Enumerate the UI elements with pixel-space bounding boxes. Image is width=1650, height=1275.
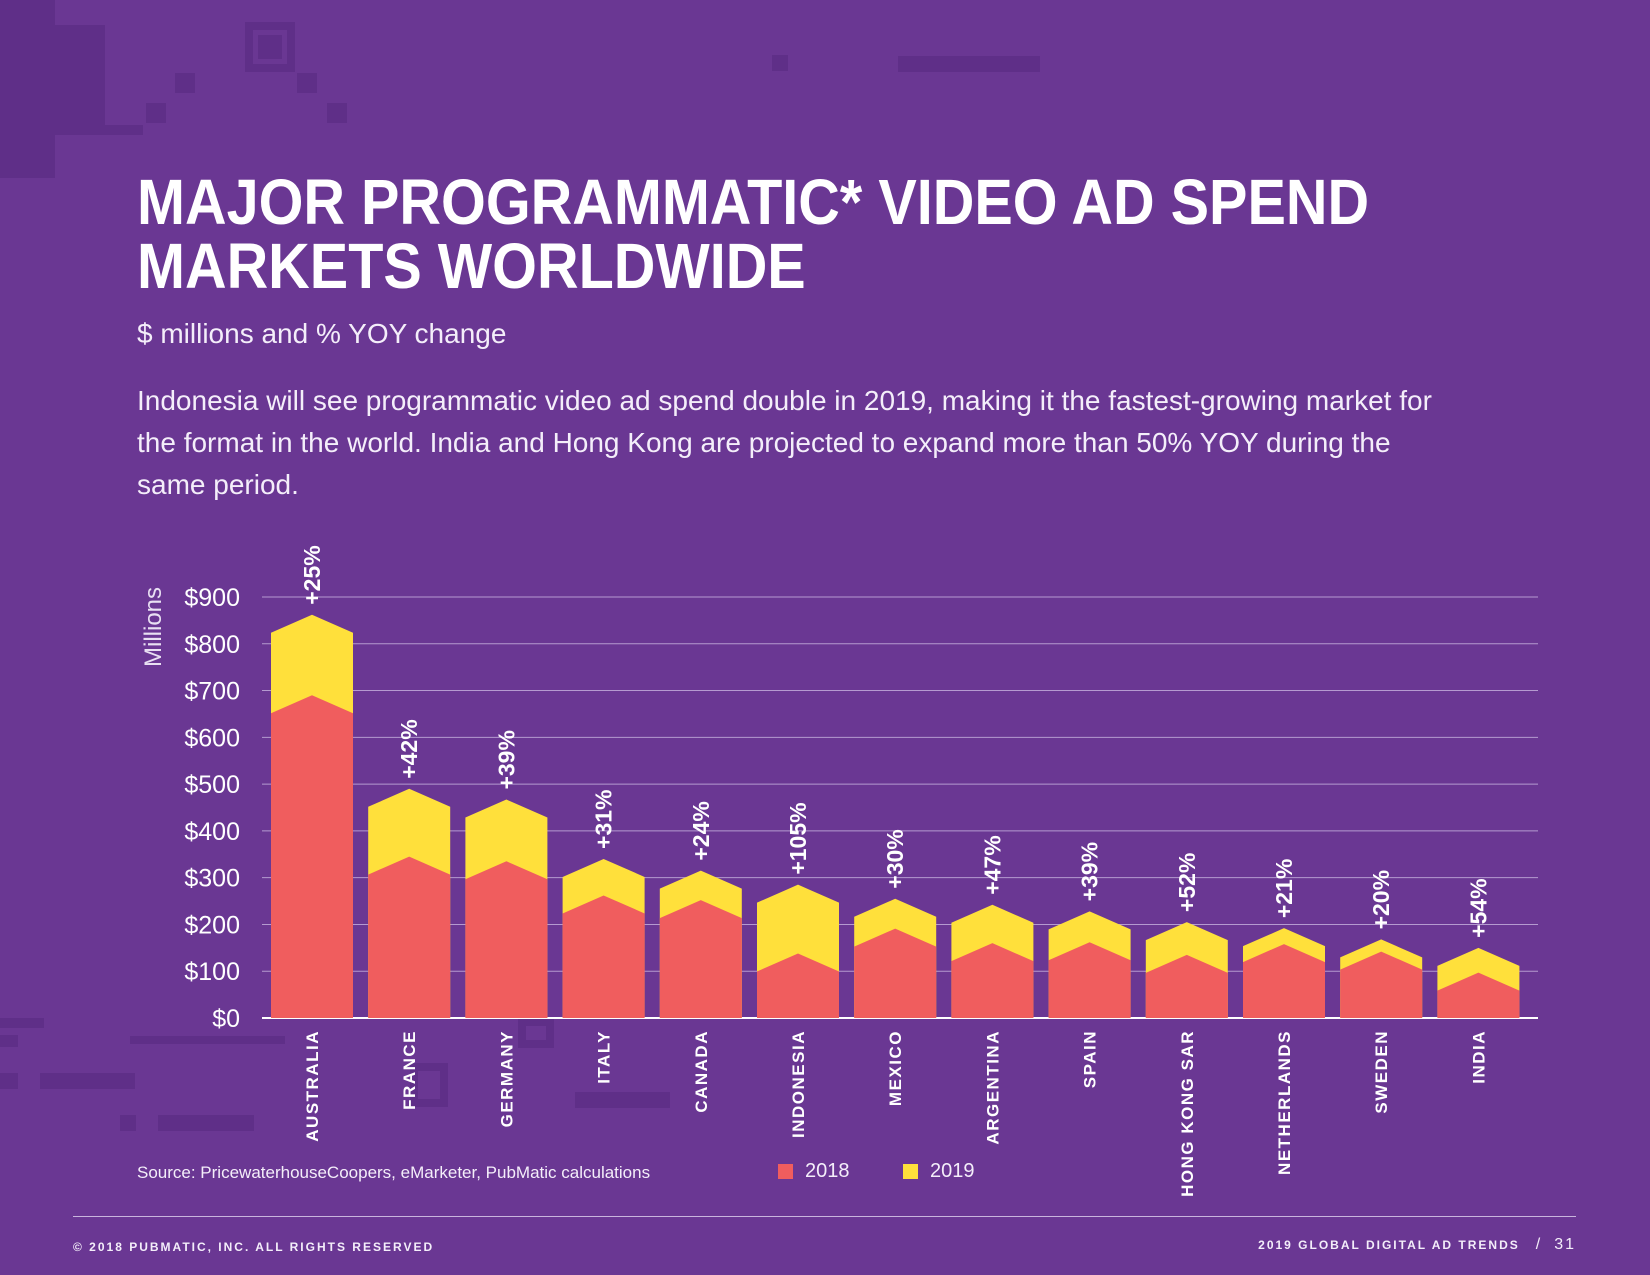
page-number: 31 (1554, 1236, 1576, 1253)
background-decoration (175, 73, 195, 93)
data-label: +25% (299, 545, 325, 604)
bar-2018 (271, 695, 353, 1018)
bar-2018 (1048, 942, 1131, 1018)
chart-title-line: MAJOR PROGRAMMATIC* VIDEO AD SPEND (137, 166, 1370, 238)
background-decoration (0, 0, 55, 178)
data-label: +39% (493, 730, 519, 789)
legend-item-2018: 2018 (778, 1160, 850, 1183)
background-decoration (258, 35, 282, 59)
footer-right: 2019 GLOBAL DIGITAL AD TRENDS / 31 (1258, 1236, 1576, 1254)
chart-title-line: MARKETS WORLDWIDE (137, 230, 806, 302)
x-tick-label: ITALY (595, 1030, 614, 1084)
y-tick-label: $800 (184, 631, 240, 659)
legend-item-2019: 2019 (903, 1160, 975, 1183)
data-label: +105% (785, 802, 811, 874)
labels: $0 $100 $200 $300 $400 $500 $600 $700 $800 $900 Mi… (140, 545, 1491, 1197)
bar-2018 (562, 895, 645, 1018)
data-label: +52% (1174, 853, 1200, 912)
x-tick-label: HONG KONG SAR (1178, 1030, 1197, 1197)
background-decoration (0, 1018, 44, 1028)
y-axis-label: Millions (140, 587, 167, 667)
y-tick-label: $0 (212, 1005, 240, 1033)
background-decoration (55, 125, 143, 135)
y-tick-label: $600 (184, 724, 240, 752)
y-tick-label: $100 (184, 958, 240, 986)
x-tick-label: ARGENTINA (983, 1030, 1002, 1145)
background-decoration (245, 22, 295, 72)
bar-2018 (659, 900, 742, 1018)
bar-2018 (854, 928, 937, 1018)
background-decoration (297, 73, 317, 93)
x-tick-label: INDIA (1469, 1030, 1488, 1084)
data-label: +21% (1271, 859, 1297, 918)
bar-2018 (1243, 944, 1325, 1018)
y-tick-label: $700 (184, 678, 240, 706)
footer-divider (73, 1216, 1576, 1217)
data-label: +54% (1465, 878, 1491, 937)
chart-subtitle: $ millions and % YOY change (137, 318, 507, 349)
y-tick-label: $400 (184, 818, 240, 846)
x-tick-label: FRANCE (400, 1030, 419, 1110)
x-tick-label: INDONESIA (789, 1030, 808, 1138)
background-decoration (158, 1115, 254, 1131)
document-title: 2019 GLOBAL DIGITAL AD TRENDS (1258, 1238, 1520, 1252)
y-tick-label: $900 (184, 584, 240, 612)
background-decoration (0, 1073, 18, 1089)
legend-swatch-2018 (778, 1164, 793, 1179)
data-label: +20% (1368, 870, 1394, 929)
background-decoration (0, 1035, 18, 1047)
background-decoration (146, 103, 166, 123)
bar-2018 (465, 861, 548, 1018)
bar-2018 (951, 943, 1034, 1018)
background-decoration (120, 1115, 136, 1131)
background-decoration (898, 56, 1040, 72)
x-tick-label: SWEDEN (1372, 1030, 1391, 1114)
background-decoration (130, 1036, 285, 1044)
source-note: Source: PricewaterhouseCoopers, eMarkete… (137, 1163, 651, 1182)
background-decoration (55, 25, 105, 135)
y-tick-label: $200 (184, 911, 240, 939)
legend-swatch-2019 (903, 1164, 918, 1179)
data-label: +39% (1077, 842, 1103, 901)
background-decoration (772, 55, 788, 71)
y-tick-label: $500 (184, 771, 240, 799)
bar-2018 (1437, 972, 1520, 1018)
data-label: +42% (396, 719, 422, 778)
bar-2018 (1145, 954, 1228, 1018)
data-label: +24% (688, 801, 714, 860)
chart-description: Indonesia will see programmatic video ad… (137, 385, 1432, 500)
background-decoration (327, 103, 347, 123)
x-tick-label: NETHERLANDS (1275, 1030, 1294, 1175)
background-decoration (40, 1073, 135, 1089)
background-decoration (518, 1018, 554, 1048)
y-tick-label: $300 (184, 865, 240, 893)
background-decoration (410, 1063, 448, 1107)
chart-title: MAJOR PROGRAMMATIC* VIDEO AD SPEND MARKE… (137, 170, 1397, 298)
legend-label-2018: 2018 (805, 1160, 850, 1182)
copyright-notice: © 2018 PUBMATIC, INC. ALL RIGHTS RESERVE… (73, 1240, 435, 1254)
data-label: +30% (882, 829, 908, 888)
data-label: +31% (591, 789, 617, 848)
bar-2018 (757, 953, 839, 1018)
x-tick-label: GERMANY (497, 1030, 516, 1127)
legend-label-2019: 2019 (930, 1160, 975, 1182)
footer-separator: / (1535, 1236, 1541, 1253)
x-tick-label: AUSTRALIA (303, 1030, 322, 1142)
data-label: +47% (979, 835, 1005, 894)
background-decoration (575, 1092, 670, 1108)
bar-2018 (368, 856, 451, 1018)
bar-2018 (1340, 951, 1423, 1018)
x-tick-label: MEXICO (886, 1030, 905, 1106)
x-tick-label: SPAIN (1081, 1030, 1100, 1088)
bars (271, 614, 1520, 1018)
x-tick-label: CANADA (692, 1030, 711, 1113)
